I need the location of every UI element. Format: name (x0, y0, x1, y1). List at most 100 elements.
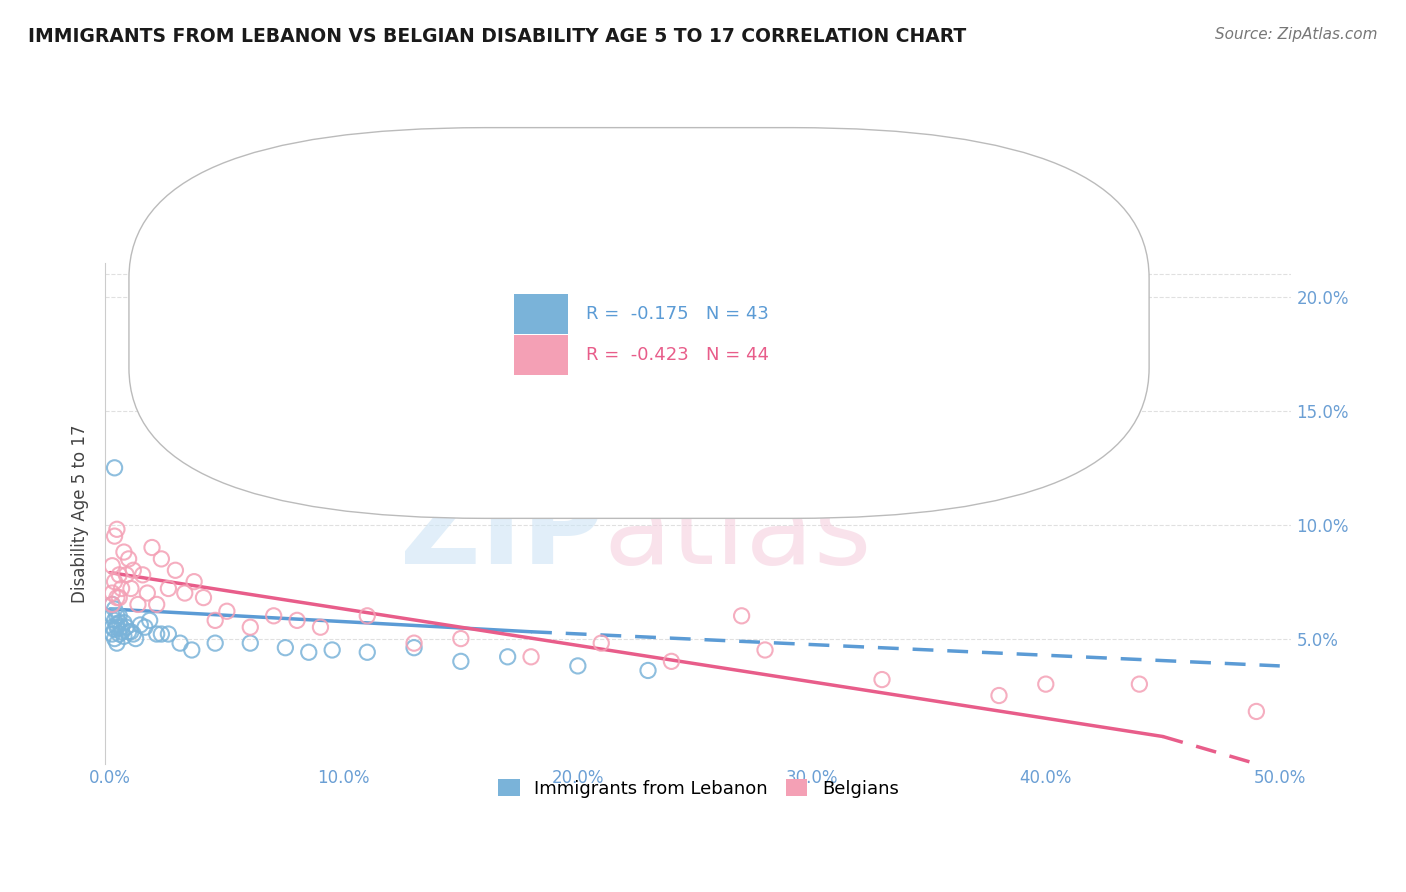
Point (870, 673, 893, 687)
Point (105, 591, 128, 605)
Point (173, 586, 195, 600)
Point (108, 627, 131, 641)
Point (1246, 705, 1268, 719)
Point (309, 620, 332, 634)
Point (193, 591, 215, 605)
Point (120, 624, 142, 639)
Point (117, 552, 139, 566)
Point (103, 574, 125, 589)
Point (101, 558, 124, 573)
Point (129, 618, 152, 632)
Point (183, 574, 205, 589)
Point (103, 602, 125, 616)
Point (103, 623, 125, 637)
Point (103, 460, 125, 475)
Point (112, 615, 135, 630)
Point (157, 582, 180, 596)
Point (450, 632, 472, 646)
Point (730, 608, 752, 623)
Point (637, 664, 659, 678)
Point (101, 586, 124, 600)
Point (215, 604, 238, 618)
Point (169, 636, 191, 650)
Point (103, 613, 125, 627)
Point (122, 563, 145, 577)
Point (520, 649, 543, 664)
Point (1035, 677, 1057, 691)
Bar (515, 294, 568, 334)
Point (131, 567, 153, 582)
Point (110, 582, 132, 596)
Point (145, 627, 167, 641)
Point (321, 643, 343, 657)
Point (204, 613, 226, 627)
Point (105, 608, 128, 623)
Point (127, 598, 149, 612)
Point (105, 522, 128, 536)
Point (165, 563, 187, 577)
Text: Source: ZipAtlas.com: Source: ZipAtlas.com (1215, 27, 1378, 42)
Point (567, 659, 589, 673)
Text: atlas: atlas (603, 480, 872, 587)
Point (204, 636, 226, 650)
Point (108, 615, 131, 630)
Point (115, 567, 138, 582)
Point (134, 620, 156, 634)
Point (138, 613, 160, 627)
Point (591, 636, 613, 650)
Point (754, 643, 776, 657)
Point (103, 632, 125, 646)
Point (105, 636, 128, 650)
Point (298, 645, 321, 659)
Point (356, 645, 378, 659)
Point (274, 640, 297, 655)
Point (661, 654, 683, 668)
Point (239, 620, 262, 634)
Point (112, 629, 135, 643)
Y-axis label: Disability Age 5 to 17: Disability Age 5 to 17 (72, 424, 89, 603)
Point (157, 627, 180, 641)
Point (450, 654, 472, 668)
Point (105, 620, 128, 634)
Point (145, 598, 167, 612)
Point (110, 624, 132, 639)
Bar (515, 334, 568, 375)
Point (285, 613, 308, 627)
Point (496, 649, 519, 664)
Point (101, 627, 124, 641)
Point (101, 608, 124, 623)
Point (115, 620, 138, 634)
Point (108, 591, 131, 605)
Point (124, 632, 146, 646)
Point (103, 529, 125, 543)
Point (141, 541, 163, 555)
Point (180, 643, 202, 657)
Point (402, 640, 425, 655)
Point (356, 608, 378, 623)
Point (157, 347, 180, 361)
Text: IMMIGRANTS FROM LEBANON VS BELGIAN DISABILITY AGE 5 TO 17 CORRELATION CHART: IMMIGRANTS FROM LEBANON VS BELGIAN DISAB… (28, 27, 966, 45)
Point (150, 552, 173, 566)
Point (988, 689, 1011, 703)
Point (120, 582, 142, 596)
Point (101, 598, 124, 612)
Point (136, 586, 159, 600)
Point (101, 598, 124, 612)
Point (112, 545, 135, 559)
Point (150, 627, 173, 641)
Point (110, 620, 132, 634)
Point (101, 620, 124, 634)
Legend: Immigrants from Lebanon, Belgians: Immigrants from Lebanon, Belgians (491, 772, 905, 805)
Text: ZIP: ZIP (401, 480, 603, 587)
Point (1128, 677, 1150, 691)
Point (108, 608, 131, 623)
Point (263, 608, 285, 623)
Text: R =  -0.423   N = 44: R = -0.423 N = 44 (586, 345, 769, 364)
FancyBboxPatch shape (129, 128, 1149, 518)
Point (117, 624, 139, 639)
Point (105, 618, 128, 632)
Point (402, 636, 425, 650)
Text: R =  -0.175   N = 43: R = -0.175 N = 43 (586, 305, 769, 323)
Point (239, 636, 262, 650)
Point (122, 627, 145, 641)
